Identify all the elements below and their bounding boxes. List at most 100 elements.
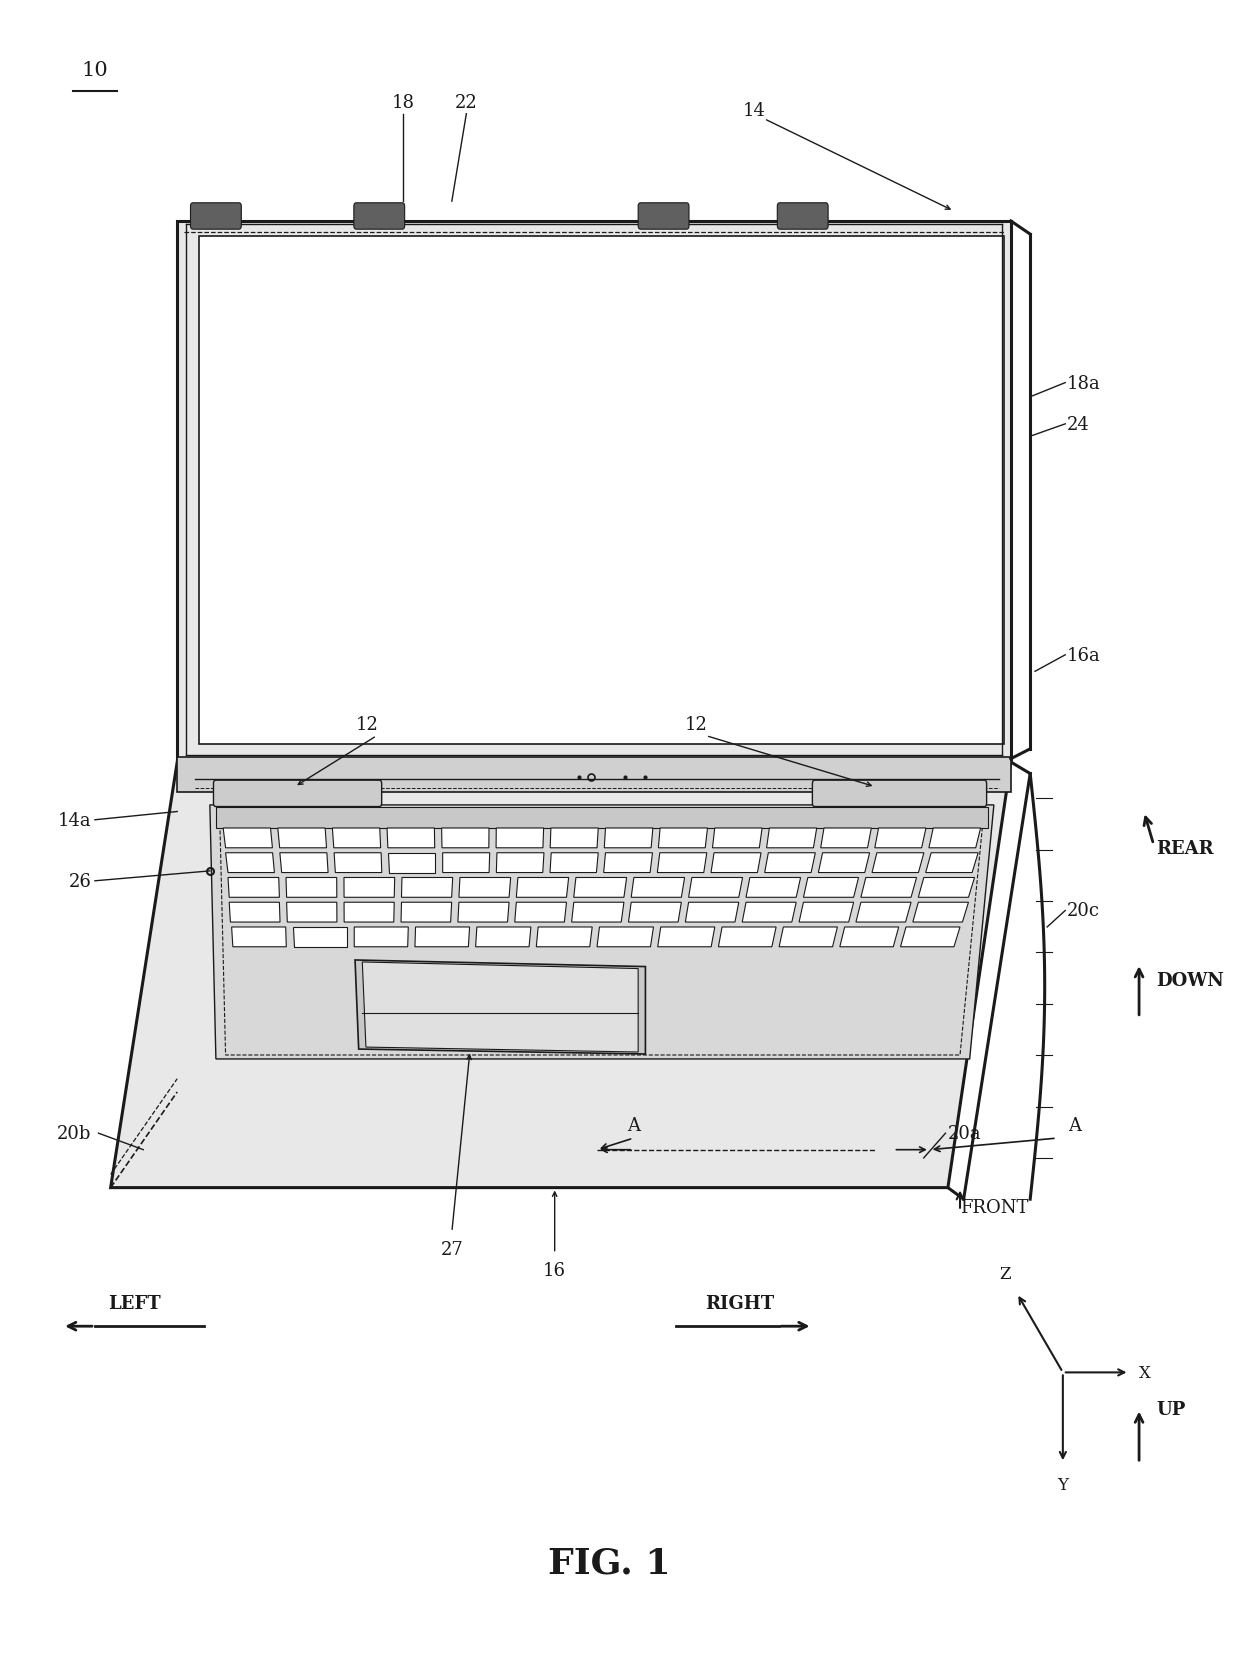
- Polygon shape: [856, 903, 911, 923]
- Polygon shape: [551, 853, 598, 873]
- Polygon shape: [604, 828, 652, 848]
- Polygon shape: [229, 903, 280, 923]
- Polygon shape: [443, 853, 490, 873]
- Polygon shape: [362, 963, 639, 1052]
- FancyBboxPatch shape: [191, 204, 242, 230]
- Polygon shape: [223, 828, 273, 848]
- Text: DOWN: DOWN: [1156, 971, 1224, 989]
- Text: LEFT: LEFT: [109, 1294, 161, 1312]
- Polygon shape: [743, 903, 796, 923]
- Text: 22: 22: [455, 94, 477, 113]
- Polygon shape: [415, 928, 470, 948]
- Text: Z: Z: [999, 1266, 1011, 1283]
- Polygon shape: [355, 928, 408, 948]
- Polygon shape: [746, 878, 801, 898]
- Polygon shape: [900, 928, 960, 948]
- Polygon shape: [496, 853, 544, 873]
- Polygon shape: [388, 853, 435, 873]
- Polygon shape: [401, 903, 451, 923]
- Text: A: A: [627, 1117, 640, 1135]
- Polygon shape: [596, 928, 653, 948]
- Polygon shape: [459, 878, 511, 898]
- Text: 18: 18: [392, 94, 415, 113]
- Text: 10: 10: [82, 61, 108, 80]
- Polygon shape: [551, 828, 598, 848]
- Polygon shape: [177, 222, 1011, 759]
- Polygon shape: [804, 878, 858, 898]
- Text: 16a: 16a: [1066, 646, 1100, 664]
- Polygon shape: [476, 928, 531, 948]
- Polygon shape: [293, 928, 347, 948]
- Polygon shape: [516, 878, 569, 898]
- Polygon shape: [216, 807, 988, 828]
- Polygon shape: [458, 903, 510, 923]
- Polygon shape: [658, 828, 708, 848]
- Polygon shape: [688, 878, 743, 898]
- Text: 26: 26: [68, 872, 92, 890]
- Polygon shape: [332, 828, 381, 848]
- Text: REAR: REAR: [1156, 840, 1214, 857]
- Polygon shape: [686, 903, 739, 923]
- Polygon shape: [177, 757, 1011, 792]
- Text: 12: 12: [684, 716, 708, 734]
- Polygon shape: [402, 878, 453, 898]
- Polygon shape: [926, 853, 978, 873]
- FancyBboxPatch shape: [213, 780, 382, 807]
- Text: UP: UP: [1156, 1400, 1185, 1418]
- Polygon shape: [799, 903, 853, 923]
- Polygon shape: [496, 828, 543, 848]
- Polygon shape: [334, 853, 382, 873]
- Text: 16: 16: [543, 1261, 567, 1279]
- Polygon shape: [441, 828, 489, 848]
- FancyBboxPatch shape: [353, 204, 404, 230]
- Text: 18a: 18a: [1066, 374, 1100, 393]
- Polygon shape: [919, 878, 975, 898]
- Polygon shape: [343, 878, 394, 898]
- Polygon shape: [779, 928, 837, 948]
- FancyBboxPatch shape: [777, 204, 828, 230]
- Polygon shape: [537, 928, 593, 948]
- Polygon shape: [278, 828, 326, 848]
- Text: RIGHT: RIGHT: [706, 1294, 774, 1312]
- Text: FIG. 1: FIG. 1: [548, 1546, 671, 1579]
- Polygon shape: [574, 878, 626, 898]
- Polygon shape: [718, 928, 776, 948]
- Polygon shape: [232, 928, 286, 948]
- Text: Y: Y: [1058, 1476, 1069, 1493]
- Polygon shape: [821, 828, 872, 848]
- Polygon shape: [913, 903, 968, 923]
- Polygon shape: [629, 903, 681, 923]
- Polygon shape: [286, 878, 337, 898]
- Text: A: A: [1069, 1117, 1081, 1135]
- Text: FRONT: FRONT: [960, 1198, 1028, 1216]
- Polygon shape: [343, 903, 394, 923]
- Text: 20a: 20a: [947, 1125, 982, 1142]
- Polygon shape: [210, 805, 994, 1059]
- Text: 14: 14: [743, 103, 766, 121]
- Text: 12: 12: [356, 716, 378, 734]
- Polygon shape: [286, 903, 337, 923]
- Polygon shape: [929, 828, 981, 848]
- FancyBboxPatch shape: [812, 780, 987, 807]
- Text: 24: 24: [1066, 416, 1089, 434]
- Polygon shape: [818, 853, 869, 873]
- Polygon shape: [280, 853, 329, 873]
- Text: 14a: 14a: [57, 812, 92, 828]
- Polygon shape: [872, 853, 924, 873]
- Text: 20b: 20b: [57, 1125, 92, 1142]
- Polygon shape: [572, 903, 624, 923]
- Polygon shape: [228, 878, 279, 898]
- Polygon shape: [387, 828, 435, 848]
- Polygon shape: [631, 878, 684, 898]
- Polygon shape: [355, 961, 646, 1054]
- Polygon shape: [110, 762, 1011, 1188]
- Polygon shape: [874, 828, 926, 848]
- Polygon shape: [766, 828, 817, 848]
- Text: 27: 27: [440, 1239, 464, 1258]
- Polygon shape: [515, 903, 567, 923]
- FancyBboxPatch shape: [639, 204, 689, 230]
- Polygon shape: [713, 828, 763, 848]
- Text: X: X: [1140, 1364, 1151, 1380]
- Polygon shape: [861, 878, 916, 898]
- Polygon shape: [198, 237, 1004, 744]
